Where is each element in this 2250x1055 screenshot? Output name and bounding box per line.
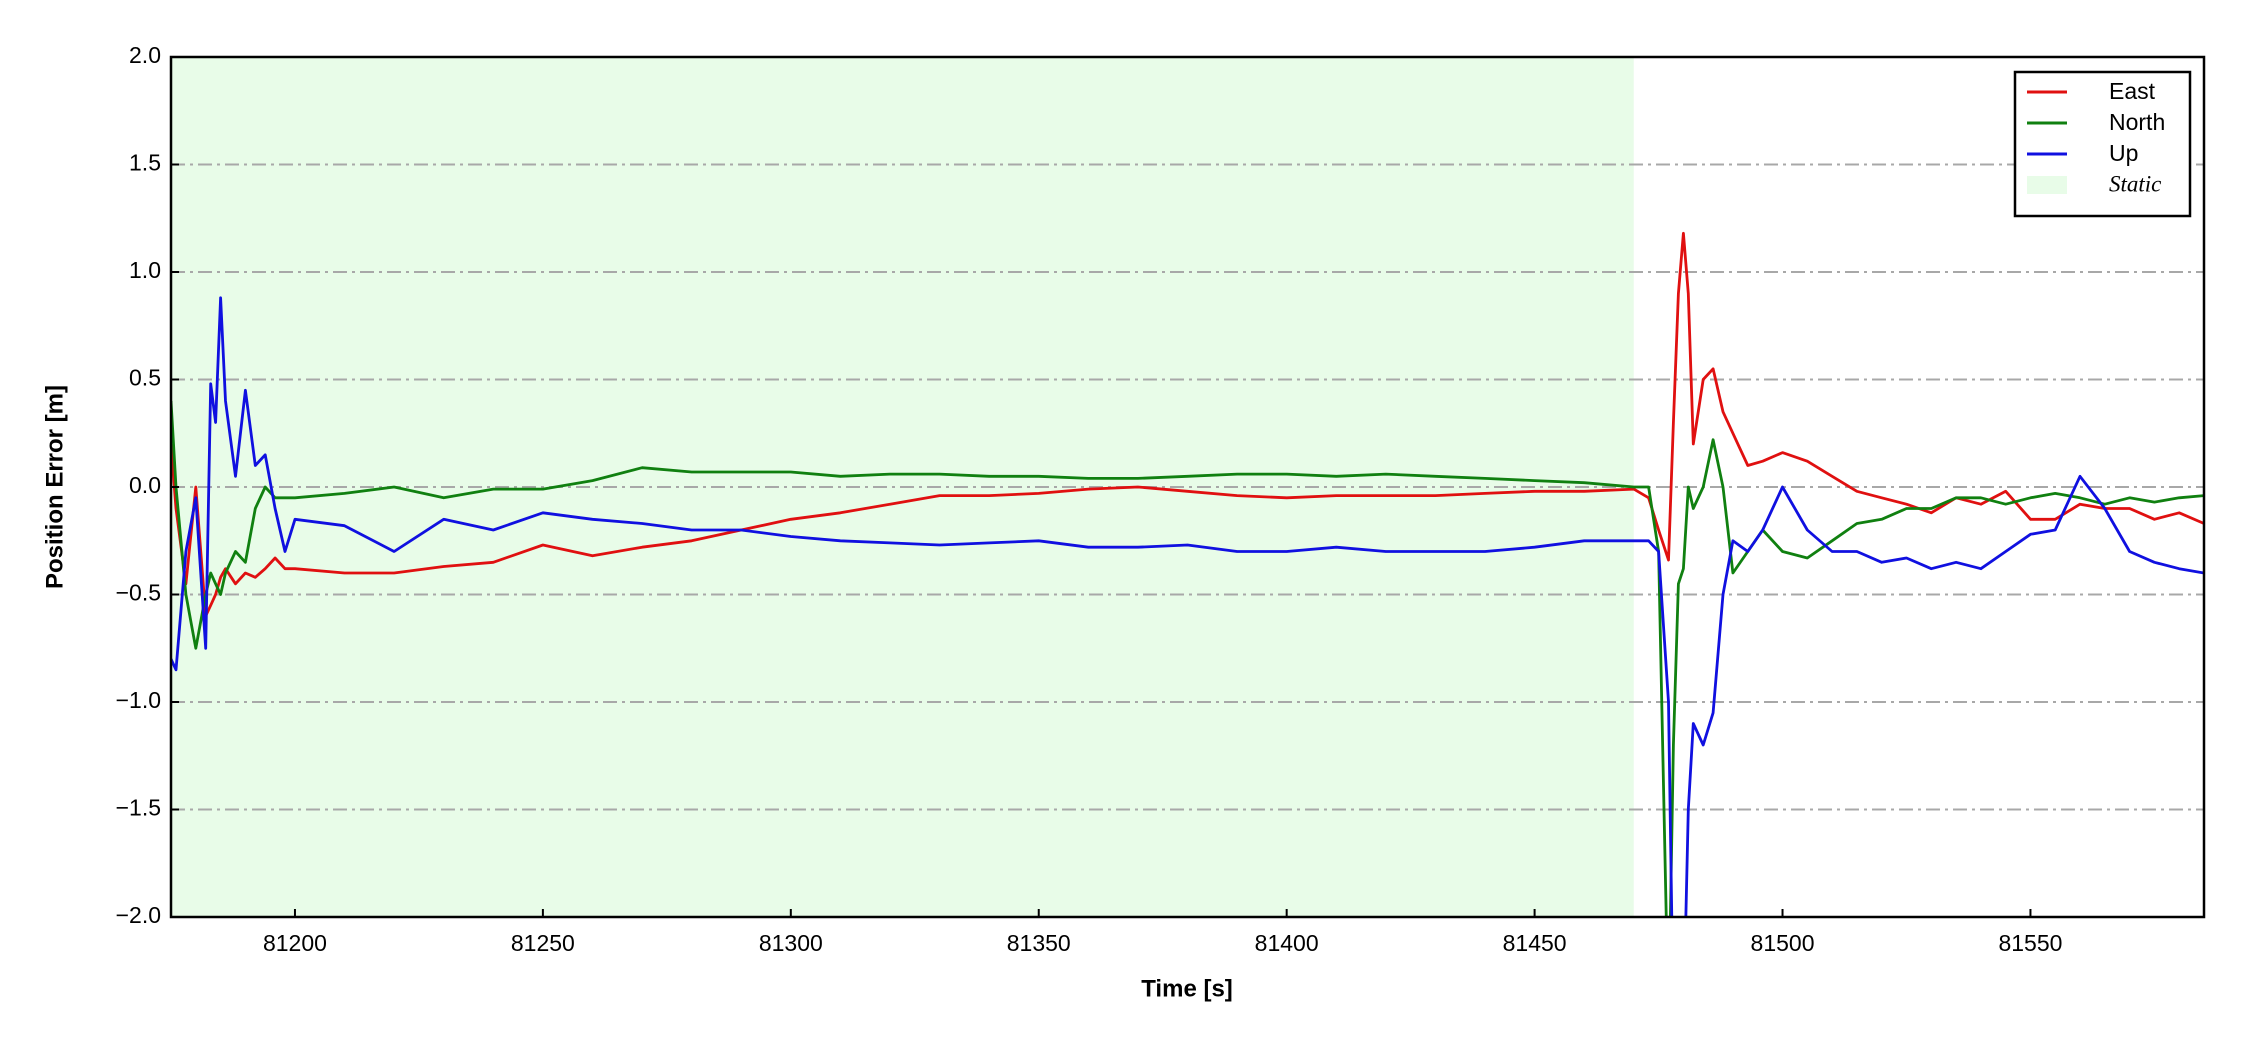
- x-tick-label: 81300: [759, 930, 823, 956]
- plot-frame: [169, 55, 2206, 919]
- legend-label: Up: [2109, 140, 2138, 166]
- y-tick-label: −2.0: [116, 902, 161, 928]
- y-tick-label: 1.5: [129, 150, 161, 176]
- series-line: [171, 400, 2204, 917]
- x-axis-label: Time [s]: [1141, 975, 1233, 1002]
- y-tick-label: −1.5: [116, 795, 161, 821]
- series-line: [171, 231, 2204, 618]
- y-tick-label: 1.0: [129, 257, 161, 283]
- x-tick-label: 81500: [1751, 930, 1815, 956]
- y-axis-label: Position Error [m]: [41, 385, 68, 589]
- x-tick-label: 81550: [1998, 930, 2062, 956]
- x-tick-label: 81250: [511, 930, 575, 956]
- y-tick-label: −1.0: [116, 687, 161, 713]
- series-line: [171, 296, 2204, 917]
- y-tick-label: −0.5: [116, 580, 161, 606]
- y-tick-label: 0.0: [129, 472, 161, 498]
- legend-label: Static: [2109, 171, 2161, 196]
- legend-label: North: [2109, 109, 2165, 135]
- x-tick-label: 81400: [1255, 930, 1319, 956]
- legend-box: [2013, 70, 2192, 218]
- x-tick-label: 81350: [1007, 930, 1071, 956]
- y-tick-label: 0.5: [129, 365, 161, 391]
- legend-label: East: [2109, 78, 2156, 104]
- y-tick-label: 2.0: [129, 42, 161, 68]
- legend-swatch: [2027, 176, 2067, 194]
- x-tick-label: 81450: [1503, 930, 1567, 956]
- plot-area: [171, 57, 2204, 917]
- x-tick-label: 81200: [263, 930, 327, 956]
- legend: East North Up Static: [2013, 70, 2192, 218]
